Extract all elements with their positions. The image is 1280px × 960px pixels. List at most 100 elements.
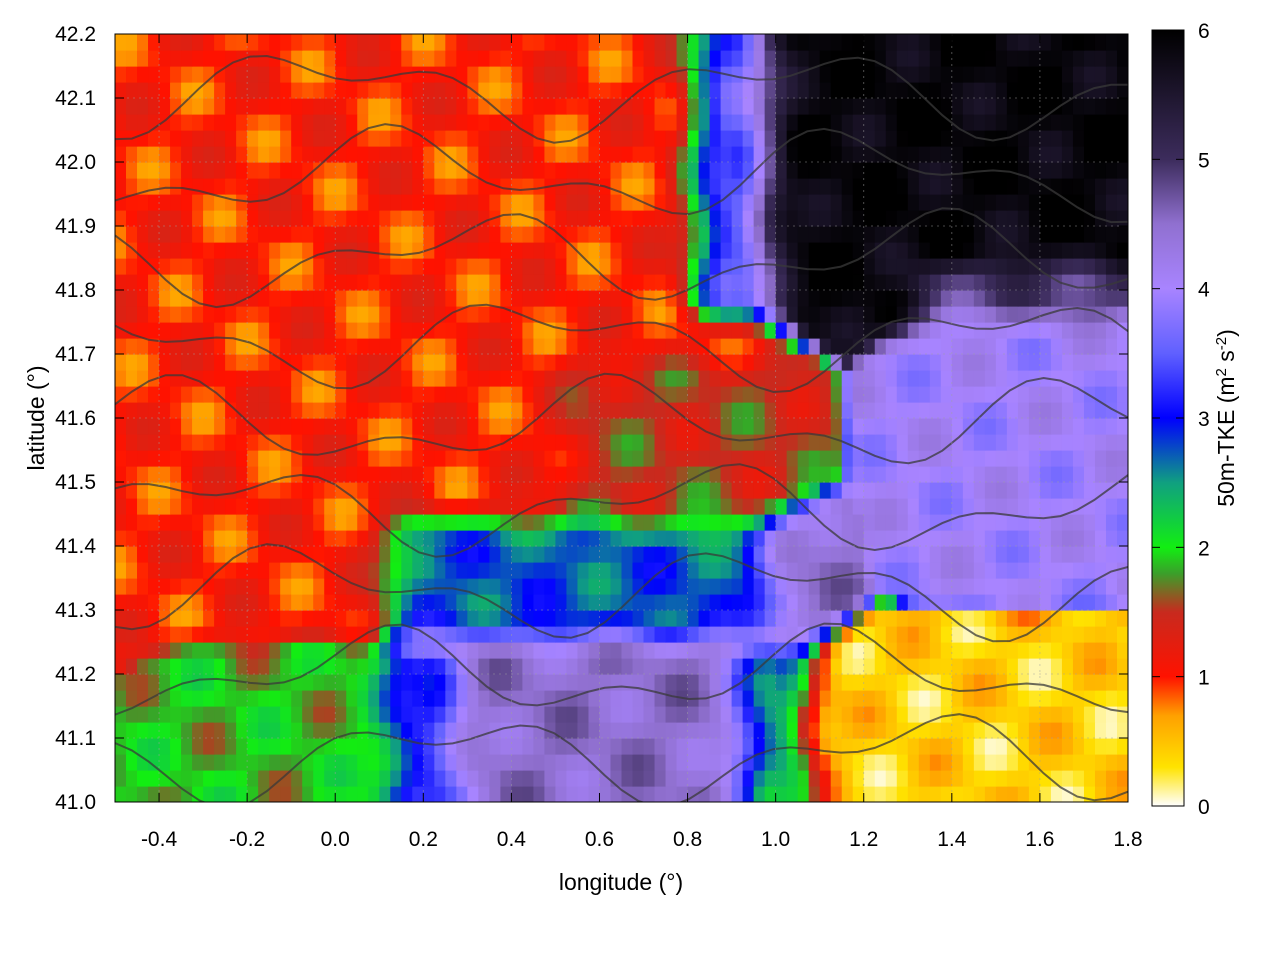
heatmap-cell xyxy=(489,498,501,515)
heatmap-cell xyxy=(632,578,645,595)
heatmap-cell xyxy=(225,290,237,307)
heatmap-cell xyxy=(797,722,810,739)
heatmap-cell xyxy=(808,418,821,435)
heatmap-cell xyxy=(764,562,777,579)
heatmap-cell xyxy=(676,226,689,243)
heatmap-cell xyxy=(313,34,325,51)
heatmap-cell xyxy=(170,738,182,755)
heatmap-cell xyxy=(566,50,579,67)
heatmap-cell xyxy=(973,194,986,211)
heatmap-cell xyxy=(390,434,402,451)
heatmap-cell xyxy=(676,162,689,179)
heatmap-cell xyxy=(808,242,821,259)
heatmap-cell xyxy=(478,130,490,147)
heatmap-cell xyxy=(973,434,986,451)
heatmap-cell xyxy=(654,162,667,179)
heatmap-cell xyxy=(280,146,292,163)
heatmap-cell xyxy=(1050,210,1063,227)
heatmap-cell xyxy=(742,162,755,179)
heatmap-cell xyxy=(511,786,523,802)
heatmap-cell xyxy=(665,658,678,675)
heatmap-cell xyxy=(566,242,579,259)
heatmap-cell xyxy=(621,242,634,259)
heatmap-cell xyxy=(324,66,336,83)
heatmap-cell xyxy=(709,82,722,99)
heatmap-cell xyxy=(148,82,160,99)
heatmap-cell xyxy=(533,242,546,259)
heatmap-cell xyxy=(929,242,942,259)
heatmap-cell xyxy=(775,546,788,563)
heatmap-cell xyxy=(214,754,226,771)
heatmap-cell xyxy=(940,482,953,499)
heatmap-cell xyxy=(544,98,557,115)
heatmap-cell xyxy=(929,594,942,611)
heatmap-cell xyxy=(467,402,479,419)
y-axis-label: latitude (°) xyxy=(23,365,49,470)
heatmap-cell xyxy=(1061,466,1074,483)
heatmap-cell xyxy=(742,690,755,707)
heatmap-cell xyxy=(379,354,391,371)
heatmap-cell xyxy=(995,226,1008,243)
heatmap-cell xyxy=(984,386,997,403)
heatmap-cell xyxy=(709,402,722,419)
heatmap-cell xyxy=(709,130,722,147)
heatmap-cell xyxy=(1006,194,1019,211)
heatmap-cell xyxy=(269,498,281,515)
heatmap-cell xyxy=(401,98,413,115)
heatmap-cell xyxy=(808,82,821,99)
heatmap-cell xyxy=(852,770,865,787)
heatmap-cell xyxy=(566,226,579,243)
heatmap-cell xyxy=(1061,98,1074,115)
heatmap-cell xyxy=(533,450,546,467)
heatmap-cell xyxy=(588,98,601,115)
heatmap-cell xyxy=(159,226,171,243)
heatmap-cell xyxy=(1039,258,1052,275)
heatmap-cell xyxy=(467,194,479,211)
heatmap-cell xyxy=(951,338,964,355)
heatmap-cell xyxy=(588,50,601,67)
heatmap-cell xyxy=(995,306,1008,323)
heatmap-cell xyxy=(654,738,667,755)
heatmap-cell xyxy=(511,306,523,323)
heatmap-cell xyxy=(797,450,810,467)
heatmap-cell xyxy=(643,690,656,707)
heatmap-cell xyxy=(643,450,656,467)
heatmap-cell xyxy=(291,482,303,499)
heatmap-cell xyxy=(280,130,292,147)
heatmap-cell xyxy=(137,146,149,163)
heatmap-cell xyxy=(599,50,612,67)
heatmap-cell xyxy=(610,482,623,499)
heatmap-cell xyxy=(984,98,997,115)
heatmap-cell xyxy=(159,162,171,179)
heatmap-cell xyxy=(698,306,711,323)
heatmap-cell xyxy=(181,34,193,51)
heatmap-cell xyxy=(181,50,193,67)
heatmap-cell xyxy=(401,386,413,403)
heatmap-cell xyxy=(192,66,204,83)
heatmap-cell xyxy=(841,338,854,355)
heatmap-cell xyxy=(1028,578,1041,595)
heatmap-cell xyxy=(720,738,733,755)
heatmap-cell xyxy=(203,354,215,371)
heatmap-cell xyxy=(775,562,788,579)
heatmap-cell xyxy=(709,34,722,51)
heatmap-cell xyxy=(610,466,623,483)
heatmap-cell xyxy=(478,114,490,131)
heatmap-cell xyxy=(687,642,700,659)
heatmap-cell xyxy=(676,578,689,595)
heatmap-cell xyxy=(962,258,975,275)
heatmap-cell xyxy=(456,242,468,259)
heatmap-cell xyxy=(632,306,645,323)
heatmap-cell xyxy=(929,450,942,467)
heatmap-cell xyxy=(951,578,964,595)
heatmap-cell xyxy=(533,722,546,739)
heatmap-cell xyxy=(511,466,523,483)
heatmap-cell xyxy=(203,594,215,611)
heatmap-cell xyxy=(764,242,777,259)
heatmap-cell xyxy=(808,146,821,163)
heatmap-cell xyxy=(1072,258,1085,275)
heatmap-cell xyxy=(1006,130,1019,147)
heatmap-cell xyxy=(797,658,810,675)
heatmap-cell xyxy=(192,322,204,339)
